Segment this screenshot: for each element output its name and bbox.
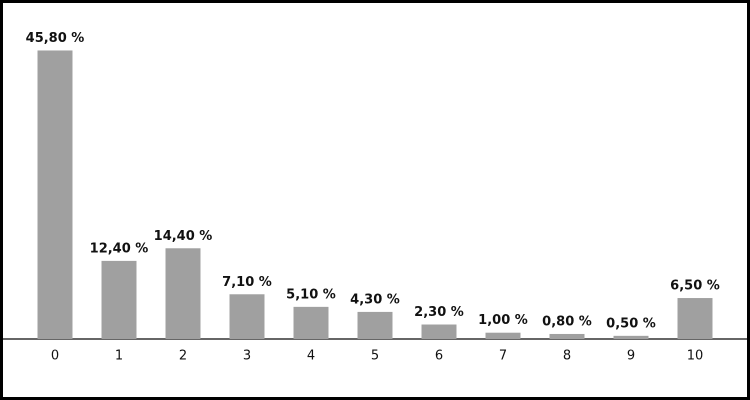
bar — [357, 311, 393, 339]
bar — [37, 50, 73, 340]
x-tick-label: 4 — [307, 349, 315, 364]
x-tick-label: 2 — [179, 349, 187, 364]
x-tick-label: 8 — [563, 349, 571, 364]
value-label: 6,50 % — [670, 279, 720, 294]
bar — [101, 260, 137, 339]
value-label: 0,80 % — [542, 314, 592, 329]
value-label: 7,10 % — [222, 275, 272, 290]
value-label: 12,40 % — [90, 241, 149, 256]
bar — [613, 335, 649, 339]
bar — [229, 294, 265, 339]
value-label: 45,80 % — [26, 31, 85, 46]
value-label: 5,10 % — [286, 287, 336, 302]
x-tick-label: 7 — [499, 349, 507, 364]
value-label: 0,50 % — [606, 316, 656, 331]
x-tick-label: 3 — [243, 349, 251, 364]
x-tick-label: 10 — [687, 349, 704, 364]
bar — [421, 324, 457, 339]
x-tick-label: 9 — [627, 349, 635, 364]
x-tick-label: 5 — [371, 349, 379, 364]
x-tick-label: 0 — [51, 349, 59, 364]
bar — [165, 248, 201, 339]
x-tick-label: 1 — [115, 349, 123, 364]
bar — [677, 298, 713, 339]
bar — [485, 332, 521, 339]
x-tick-label: 6 — [435, 349, 443, 364]
value-label: 2,30 % — [414, 305, 464, 320]
value-label: 1,00 % — [478, 313, 528, 328]
bar — [293, 306, 329, 339]
value-label: 4,30 % — [350, 292, 400, 307]
bar — [549, 333, 585, 339]
value-label: 14,40 % — [154, 229, 213, 244]
